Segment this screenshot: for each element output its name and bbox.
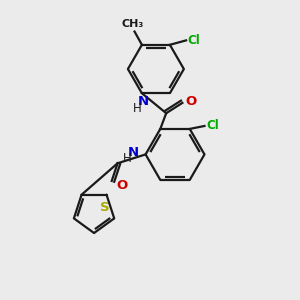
Text: N: N <box>138 95 149 108</box>
Text: H: H <box>133 102 142 115</box>
Text: Cl: Cl <box>206 119 219 133</box>
Text: Cl: Cl <box>188 34 200 47</box>
Text: S: S <box>100 201 110 214</box>
Text: O: O <box>116 179 128 192</box>
Text: O: O <box>185 95 197 108</box>
Text: H: H <box>123 152 132 165</box>
Text: N: N <box>128 146 139 159</box>
Text: CH₃: CH₃ <box>122 19 144 28</box>
